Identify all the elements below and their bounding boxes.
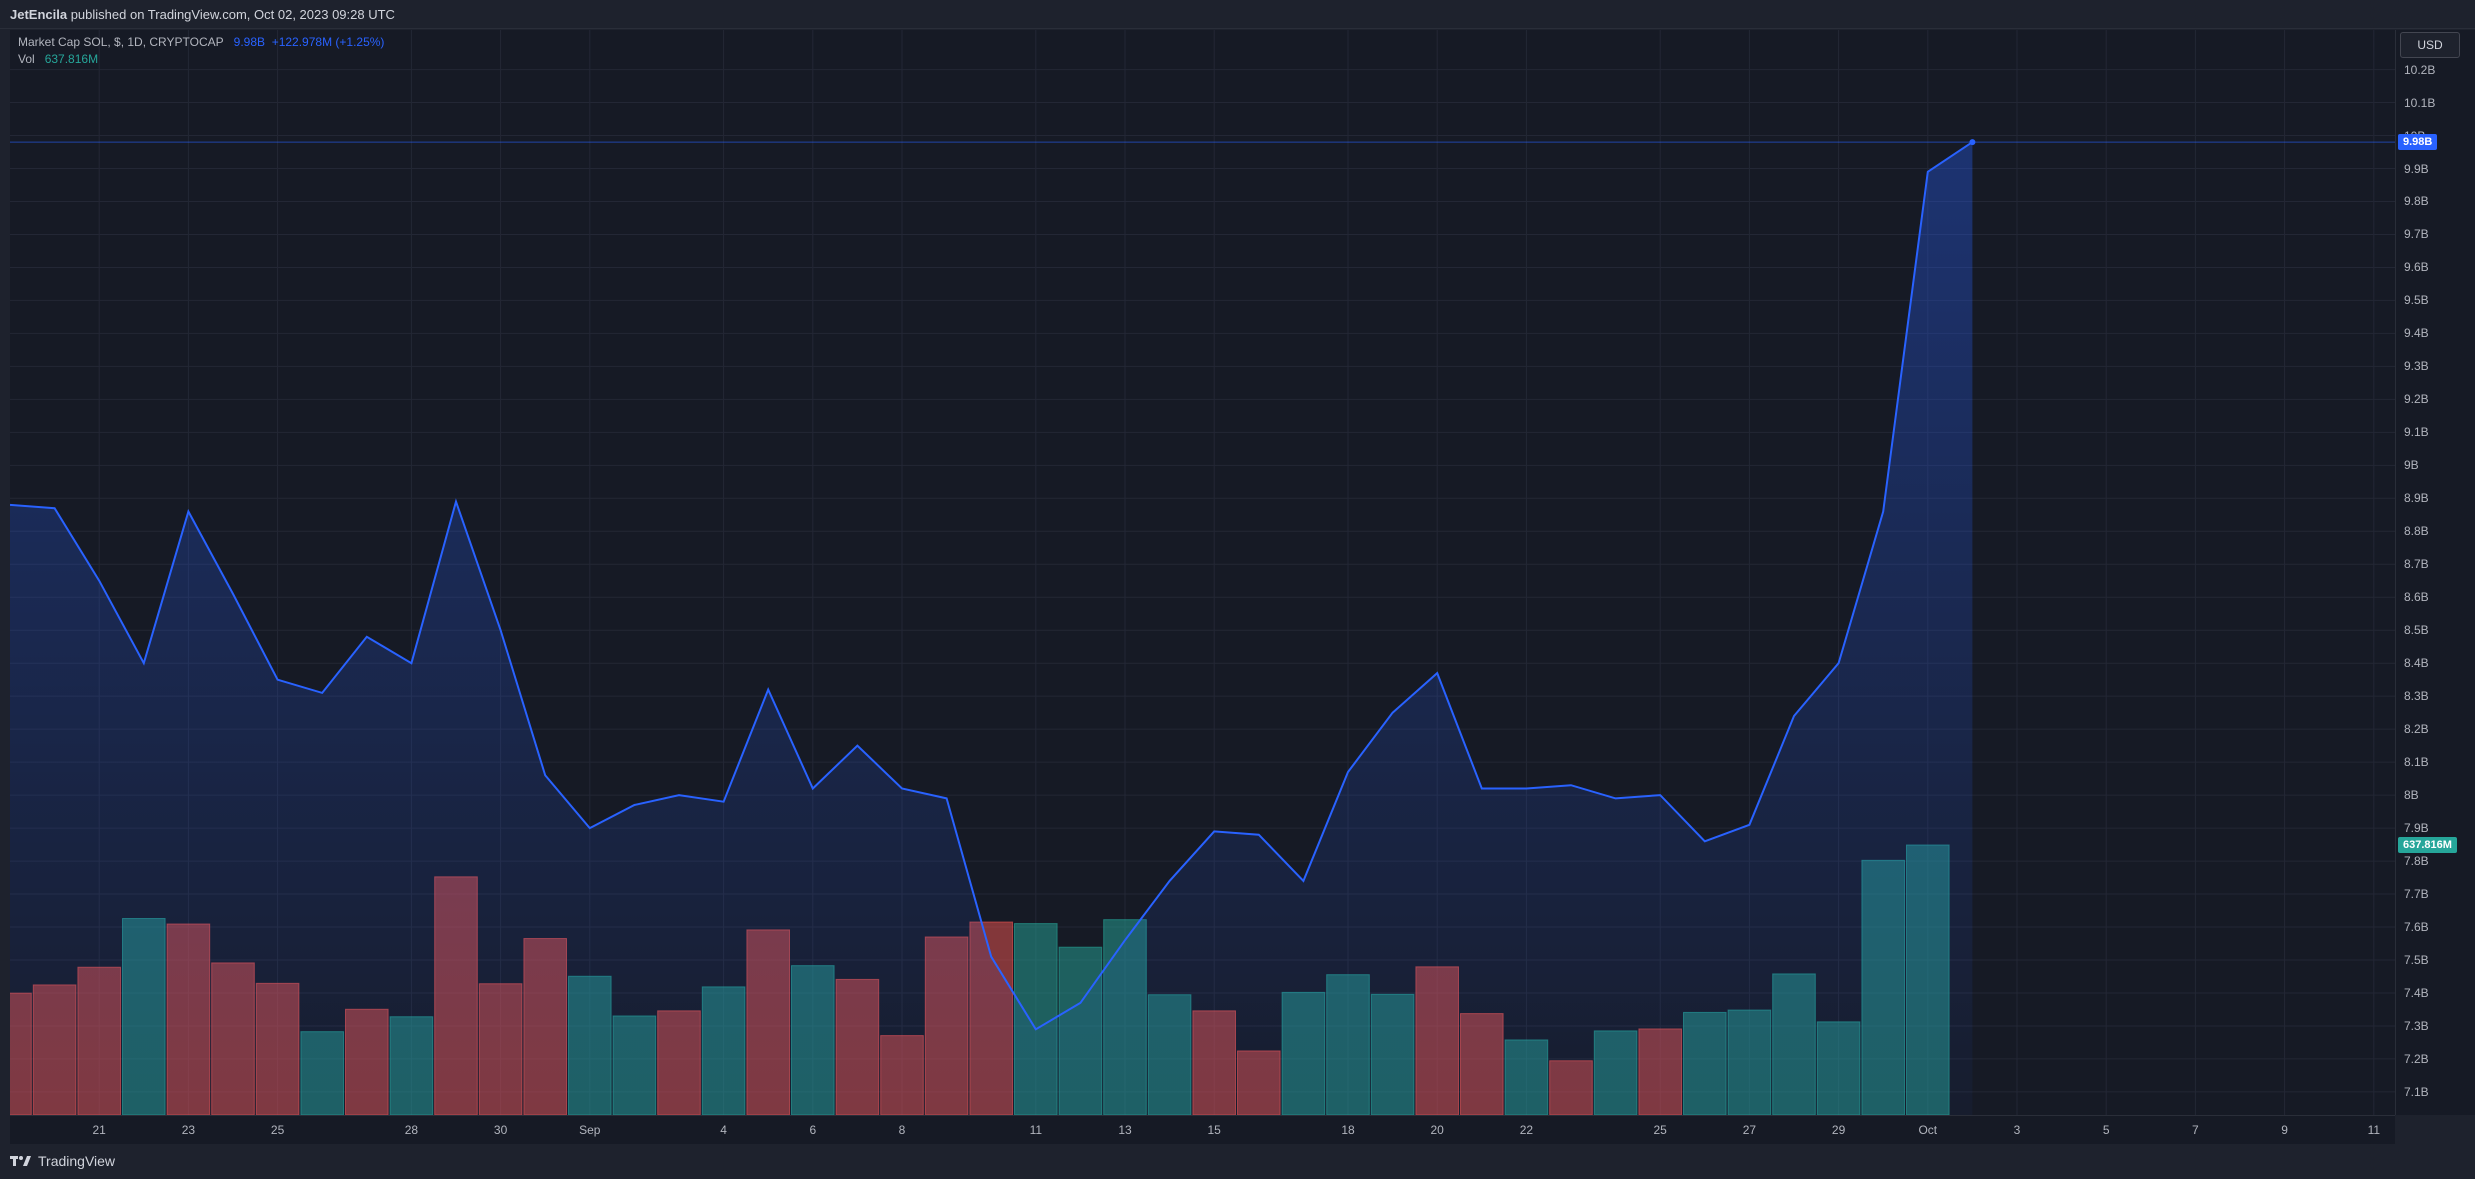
x-tick-label: 9: [2281, 1123, 2288, 1137]
y-tick-label: 10.1B: [2404, 95, 2436, 110]
x-tick-label: 22: [1519, 1123, 1534, 1137]
y-tick-label: 8.6B: [2404, 590, 2429, 605]
x-tick-label: Sep: [579, 1123, 601, 1137]
x-tick-label: 18: [1341, 1123, 1355, 1137]
last-price-badge: 9.98B: [2398, 134, 2438, 151]
y-tick-label: 7.8B: [2404, 854, 2429, 869]
y-tick-label: 7.5B: [2404, 953, 2429, 967]
currency-button[interactable]: USD: [2400, 32, 2460, 58]
x-tick-label: 21: [92, 1123, 106, 1137]
y-tick-label: 8.1B: [2404, 755, 2429, 770]
y-tick-label: 8B: [2404, 788, 2419, 803]
y-tick-label: 10.2B: [2404, 62, 2436, 77]
x-tick-label: 29: [1831, 1123, 1846, 1137]
publisher-line: JetEncila published on TradingView.com, …: [10, 7, 395, 22]
y-tick-label: 9.3B: [2404, 359, 2429, 374]
y-tick-label: 7.1B: [2404, 1084, 2429, 1099]
y-tick-label: 8.2B: [2404, 722, 2429, 737]
legend-volume-row: Vol 637.816M: [18, 51, 384, 68]
y-tick-label: 7.7B: [2404, 887, 2429, 902]
x-tick-label: 3: [2013, 1123, 2021, 1137]
x-tick-label: 11: [2367, 1123, 2381, 1137]
x-tick-label: 8: [898, 1123, 906, 1137]
legend-symbol[interactable]: Market Cap SOL, $, 1D, CRYPTOCAP: [18, 35, 224, 49]
volume-badge: 637.816M: [2398, 837, 2457, 853]
legend-price-row: Market Cap SOL, $, 1D, CRYPTOCAP 9.98B +…: [18, 34, 384, 51]
x-tick-label: 13: [1118, 1123, 1132, 1137]
price-chart[interactable]: [10, 30, 2395, 1115]
y-tick-label: 9B: [2404, 458, 2419, 473]
tradingview-logo-icon[interactable]: [10, 1154, 32, 1168]
x-tick-label: 23: [181, 1123, 196, 1137]
x-tick-label: 27: [1742, 1123, 1757, 1137]
price-area: [10, 142, 1973, 1115]
x-tick-label: 25: [270, 1123, 285, 1137]
x-tick-label: 20: [1430, 1123, 1444, 1137]
y-tick-label: 8.7B: [2404, 557, 2429, 572]
y-tick-label: 7.6B: [2404, 920, 2429, 935]
footer: TradingView: [10, 1150, 115, 1172]
published-text: published on TradingView.com, Oct 02, 20…: [67, 7, 395, 22]
x-tick-label: Oct: [1918, 1123, 1938, 1137]
y-tick-label: 9.2B: [2404, 392, 2429, 407]
legend-vol-label[interactable]: Vol: [18, 52, 35, 66]
y-tick-label: 8.5B: [2404, 623, 2429, 638]
x-tick-label: 28: [404, 1123, 419, 1137]
footer-brand[interactable]: TradingView: [38, 1153, 116, 1169]
y-tick-label: 9.1B: [2404, 425, 2429, 440]
publish-header: JetEncila published on TradingView.com, …: [0, 0, 2475, 29]
time-axis[interactable]: [10, 1115, 2395, 1144]
chart-legend: Market Cap SOL, $, 1D, CRYPTOCAP 9.98B +…: [18, 34, 384, 68]
y-tick-label: 9.7B: [2404, 227, 2429, 242]
x-tick-label: 6: [809, 1123, 817, 1137]
y-tick-label: 7.2B: [2404, 1051, 2429, 1066]
x-tick-label: 7: [2192, 1123, 2199, 1137]
legend-vol-value: 637.816M: [44, 52, 99, 66]
y-tick-label: 7.9B: [2404, 821, 2429, 836]
price-axis[interactable]: [2395, 30, 2475, 1115]
y-tick-label: 8.8B: [2404, 524, 2429, 539]
x-tick-label: 30: [493, 1123, 508, 1137]
y-tick-label: 9.6B: [2404, 260, 2429, 275]
chart-pane[interactable]: [10, 30, 2395, 1115]
y-tick-label: 9.4B: [2404, 326, 2429, 341]
y-tick-label: 7.3B: [2404, 1018, 2429, 1033]
x-tick-label: 15: [1207, 1123, 1221, 1137]
y-tick-label: 9.8B: [2404, 194, 2429, 209]
x-tick-label: 5: [2102, 1123, 2110, 1137]
y-tick-label: 9.5B: [2404, 293, 2429, 308]
y-tick-label: 8.3B: [2404, 689, 2429, 704]
x-tick-label: 25: [1653, 1123, 1667, 1137]
legend-change: +122.978M (+1.25%): [271, 35, 385, 49]
y-tick-label: 9.9B: [2404, 161, 2429, 176]
author-name[interactable]: JetEncila: [10, 7, 68, 22]
y-tick-label: 8.9B: [2404, 491, 2429, 506]
y-tick-label: 7.4B: [2404, 985, 2429, 1000]
legend-last-value: 9.98B: [233, 35, 266, 49]
y-tick-label: 8.4B: [2404, 656, 2429, 671]
x-tick-label: 11: [1029, 1123, 1043, 1137]
x-tick-label: 4: [720, 1123, 727, 1137]
